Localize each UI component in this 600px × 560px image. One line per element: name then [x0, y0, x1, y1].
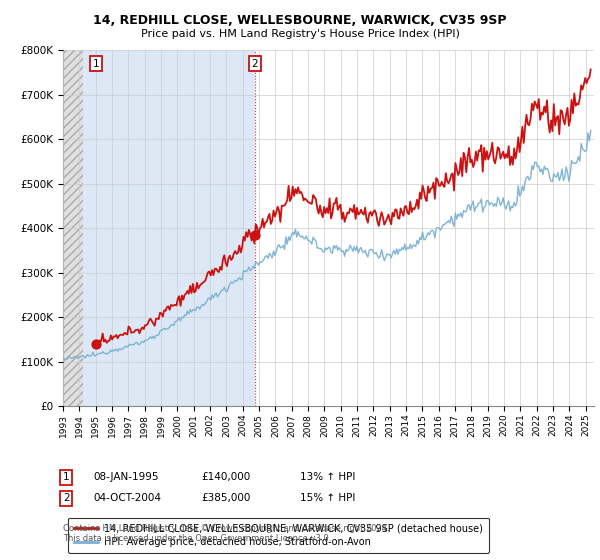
Bar: [83, 50, 255, 406]
Legend: 14, REDHILL CLOSE, WELLESBOURNE, WARWICK, CV35 9SP (detached house), HPI: Averag: 14, REDHILL CLOSE, WELLESBOURNE, WARWICK…: [68, 517, 488, 553]
Text: 14, REDHILL CLOSE, WELLESBOURNE, WARWICK, CV35 9SP: 14, REDHILL CLOSE, WELLESBOURNE, WARWICK…: [93, 14, 507, 27]
Text: 2: 2: [63, 493, 70, 503]
Text: 2: 2: [251, 59, 258, 69]
Text: £140,000: £140,000: [201, 472, 250, 482]
Text: Contains HM Land Registry data © Crown copyright and database right 2024.
This d: Contains HM Land Registry data © Crown c…: [63, 524, 389, 543]
Bar: [63, 50, 83, 406]
Text: 1: 1: [63, 472, 70, 482]
Point: [92, 339, 101, 348]
Text: Price paid vs. HM Land Registry's House Price Index (HPI): Price paid vs. HM Land Registry's House …: [140, 29, 460, 39]
Point: [250, 230, 260, 239]
Text: 13% ↑ HPI: 13% ↑ HPI: [300, 472, 355, 482]
Text: 04-OCT-2004: 04-OCT-2004: [93, 493, 161, 503]
Text: 08-JAN-1995: 08-JAN-1995: [93, 472, 158, 482]
Text: 15% ↑ HPI: 15% ↑ HPI: [300, 493, 355, 503]
Text: 1: 1: [93, 59, 100, 69]
Text: £385,000: £385,000: [201, 493, 250, 503]
